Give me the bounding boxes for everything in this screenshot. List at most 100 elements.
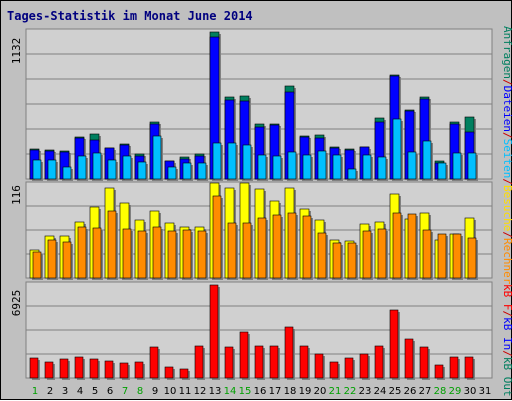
x-tick-label: 7 xyxy=(122,386,128,397)
x-tick-label: 28 xyxy=(434,386,447,397)
pages-bar-day-21 xyxy=(332,154,342,180)
kbytes-bar-day-2 xyxy=(44,361,54,379)
sites-bar-day-12 xyxy=(197,230,207,279)
sites-bar-day-10 xyxy=(167,230,177,279)
kbytes-bar-day-26 xyxy=(404,338,414,379)
top-panel: 1132 xyxy=(10,28,493,181)
x-tick-label: 6 xyxy=(107,386,113,397)
legend-entry: Dateien xyxy=(501,86,512,132)
kbytes-bar-day-11 xyxy=(179,368,189,379)
x-tick-label: 17 xyxy=(269,386,282,397)
bottom-bars xyxy=(29,284,475,380)
kbytes-bar-day-28 xyxy=(434,364,444,379)
legend-entry: Anfragen xyxy=(501,26,512,79)
pages-bar-day-9 xyxy=(152,135,162,180)
sites-bar-day-11 xyxy=(182,229,192,279)
pages-bar-day-16 xyxy=(257,154,267,180)
sites-bar-day-20 xyxy=(317,232,327,279)
legend-entry: / xyxy=(501,350,512,357)
legend-entry: / xyxy=(501,132,512,139)
sites-bar-day-27 xyxy=(422,229,432,279)
x-tick-label: 9 xyxy=(152,386,158,397)
legend-entry: Rechner xyxy=(501,238,512,285)
sites-bar-day-15 xyxy=(242,222,252,279)
pages-bar-day-28 xyxy=(437,162,447,180)
pages-bar-day-26 xyxy=(407,151,417,180)
x-tick-label: 11 xyxy=(179,386,192,397)
x-tick-label: 5 xyxy=(92,386,98,397)
pages-bar-day-15 xyxy=(242,144,252,180)
sites-bar-day-22 xyxy=(347,242,357,279)
legend-entry: kB Out xyxy=(501,357,512,397)
top-max-label: 1132 xyxy=(10,38,23,65)
legend-entry: kB In xyxy=(501,317,512,350)
pages-bar-day-4 xyxy=(77,155,87,180)
sites-bar-day-8 xyxy=(137,230,147,279)
kbytes-bar-day-25 xyxy=(389,309,399,379)
legend-entry: / xyxy=(501,231,512,238)
x-tick-label: 12 xyxy=(194,386,207,397)
x-tick-label: 23 xyxy=(359,386,372,397)
x-tick-label: 4 xyxy=(77,386,83,397)
bottom-legend-vertical: kB F/kB In/kB Out xyxy=(501,284,512,397)
pages-bar-day-25 xyxy=(392,118,402,180)
chart-title: Tages-Statistik im Monat June 2014 xyxy=(7,9,253,23)
pages-bar-day-30 xyxy=(467,152,477,180)
x-tick-label: 25 xyxy=(389,386,402,397)
sites-bar-day-29 xyxy=(452,233,462,279)
sites-bar-day-13 xyxy=(212,195,222,279)
x-tick-label: 16 xyxy=(254,386,267,397)
pages-bar-day-5 xyxy=(92,152,102,180)
bottom-panel: 6925 xyxy=(10,281,493,380)
x-tick-label: 29 xyxy=(449,386,462,397)
top-bars xyxy=(29,31,478,181)
bottom-max-label: 6925 xyxy=(10,290,23,317)
kbytes-bar-day-9 xyxy=(149,346,159,379)
pages-bar-day-11 xyxy=(182,162,192,180)
kbytes-bar-day-23 xyxy=(359,353,369,379)
x-tick-label: 13 xyxy=(209,386,222,397)
kbytes-bar-day-27 xyxy=(419,346,429,379)
kbytes-bar-day-19 xyxy=(299,345,309,379)
x-tick-label: 31 xyxy=(479,386,492,397)
x-axis-labels: 1 2 3 4 5 6 7 8 9 10 11 12 13 14 15 16 17 18 19 20 21 22 23 24 2… xyxy=(32,386,492,397)
kbytes-bar-day-1 xyxy=(29,357,39,379)
kbytes-bar-day-8 xyxy=(134,361,144,379)
middle-max-label: 116 xyxy=(10,185,23,205)
x-tick-label: 14 xyxy=(224,386,237,397)
x-tick-label: 19 xyxy=(299,386,312,397)
x-tick-label: 22 xyxy=(344,386,357,397)
x-tick-label: 30 xyxy=(464,386,477,397)
pages-bar-day-18 xyxy=(287,151,297,180)
sites-bar-day-24 xyxy=(377,228,387,279)
sites-bar-day-19 xyxy=(302,215,312,279)
kbytes-bar-day-29 xyxy=(449,356,459,379)
kbytes-bar-day-3 xyxy=(59,358,69,379)
sites-bar-day-30 xyxy=(467,237,477,279)
pages-bar-day-12 xyxy=(197,162,207,180)
kbytes-bar-day-4 xyxy=(74,356,84,379)
middle-panel: 116 xyxy=(10,181,493,280)
sites-bar-day-25 xyxy=(392,212,402,279)
x-tick-label: 21 xyxy=(329,386,342,397)
sites-bar-day-28 xyxy=(437,233,447,279)
pages-bar-day-27 xyxy=(422,140,432,180)
sites-bar-day-21 xyxy=(332,242,342,279)
x-tick-label: 24 xyxy=(374,386,387,397)
sites-bar-day-14 xyxy=(227,222,237,279)
x-tick-label: 18 xyxy=(284,386,297,397)
kbytes-bar-day-21 xyxy=(329,361,339,379)
sites-bar-day-1 xyxy=(32,251,42,279)
legend-entry: / xyxy=(501,178,512,185)
pages-bar-day-7 xyxy=(122,155,132,180)
kbytes-bar-day-20 xyxy=(314,353,324,379)
sites-bar-day-7 xyxy=(122,228,132,279)
legend-entry: kB F xyxy=(501,284,512,311)
x-tick-label: 8 xyxy=(137,386,143,397)
pages-bar-day-29 xyxy=(452,152,462,180)
kbytes-bar-day-16 xyxy=(254,345,264,379)
pages-bar-day-24 xyxy=(377,156,387,180)
legend-entry: Seiten xyxy=(501,139,512,179)
kbytes-bar-day-18 xyxy=(284,326,294,379)
